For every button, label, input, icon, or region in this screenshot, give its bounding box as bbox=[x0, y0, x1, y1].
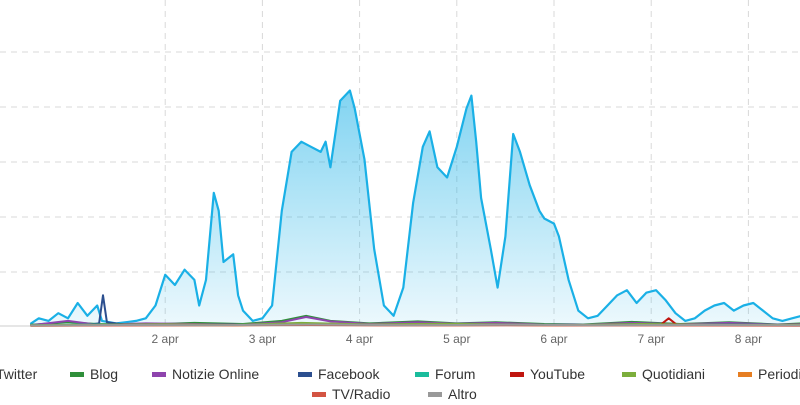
legend: Twitter Blog Notizie Online Facebook Forum Yo… bbox=[0, 366, 800, 402]
x-tick-label: 8 apr bbox=[735, 332, 762, 346]
legend-label: YouTube bbox=[530, 366, 585, 382]
legend-label: Facebook bbox=[318, 366, 380, 382]
legend-item-notizie-online[interactable]: Notizie Online bbox=[152, 366, 259, 382]
legend-item-blog[interactable]: Blog bbox=[70, 366, 118, 382]
legend-item-facebook[interactable]: Facebook bbox=[298, 366, 380, 382]
legend-swatch bbox=[152, 372, 166, 377]
legend-swatch bbox=[415, 372, 429, 377]
legend-label: Altro bbox=[448, 386, 477, 400]
legend-item-youtube[interactable]: YouTube bbox=[510, 366, 585, 382]
legend-item-twitter[interactable]: Twitter bbox=[0, 366, 38, 382]
legend-item-quotidiani[interactable]: Quotidiani bbox=[622, 366, 705, 382]
x-tick-label: 2 apr bbox=[152, 332, 179, 346]
legend-label: Quotidiani bbox=[642, 366, 705, 382]
x-tick-label: 3 apr bbox=[249, 332, 276, 346]
series-line-altro bbox=[30, 323, 800, 327]
legend-swatch bbox=[312, 392, 326, 397]
x-tick-label: 6 apr bbox=[540, 332, 567, 346]
grid-layer bbox=[0, 0, 800, 327]
x-tick-label: 7 apr bbox=[638, 332, 665, 346]
series-line-twitter bbox=[30, 89, 800, 325]
legend-label: Twitter bbox=[0, 366, 38, 382]
legend-swatch bbox=[70, 372, 84, 377]
series-area-twitter bbox=[31, 90, 800, 326]
legend-swatch bbox=[428, 392, 442, 397]
legend-label: Blog bbox=[90, 366, 118, 382]
legend-item-forum[interactable]: Forum bbox=[415, 366, 475, 382]
x-tick-label: 4 apr bbox=[346, 332, 373, 346]
x-tick-label: 5 apr bbox=[443, 332, 470, 346]
series-layer bbox=[30, 89, 800, 327]
legend-label: Notizie Online bbox=[172, 366, 259, 382]
legend-label: Periodici bbox=[758, 366, 800, 382]
legend-swatch bbox=[510, 372, 524, 377]
legend-item-periodici[interactable]: Periodici bbox=[738, 366, 800, 382]
legend-item-altro[interactable]: Altro bbox=[428, 386, 477, 402]
legend-swatch bbox=[738, 372, 752, 377]
legend-item-tv-radio[interactable]: TV/Radio bbox=[312, 386, 391, 402]
legend-swatch bbox=[298, 372, 312, 377]
legend-label: Forum bbox=[435, 366, 475, 382]
legend-label: TV/Radio bbox=[332, 386, 391, 400]
legend-swatch bbox=[622, 372, 636, 377]
